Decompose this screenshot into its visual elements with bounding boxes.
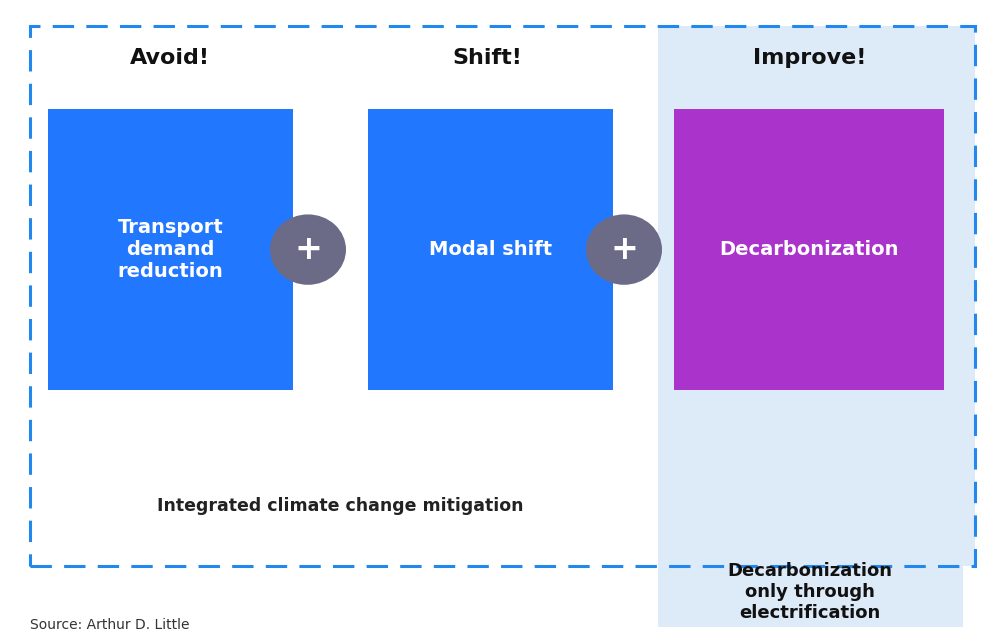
Bar xyxy=(30,26,975,566)
Text: +: + xyxy=(610,233,638,266)
Ellipse shape xyxy=(586,214,662,285)
Text: Decarbonization: Decarbonization xyxy=(719,240,899,259)
Text: +: + xyxy=(294,233,322,266)
Bar xyxy=(30,26,975,566)
Text: Transport
demand
reduction: Transport demand reduction xyxy=(118,218,223,281)
Text: Improve!: Improve! xyxy=(753,47,867,68)
Text: Source: Arthur D. Little: Source: Arthur D. Little xyxy=(30,618,190,632)
Bar xyxy=(368,109,613,390)
Bar xyxy=(674,109,944,390)
Bar xyxy=(658,26,975,566)
Bar xyxy=(658,26,963,627)
Text: Modal shift: Modal shift xyxy=(429,240,552,259)
Ellipse shape xyxy=(270,214,346,285)
Text: Decarbonization
only through
electrification: Decarbonization only through electrifica… xyxy=(728,562,893,622)
Text: Integrated climate change mitigation: Integrated climate change mitigation xyxy=(157,497,523,515)
Text: Avoid!: Avoid! xyxy=(130,47,210,68)
Bar xyxy=(48,109,293,390)
Text: Shift!: Shift! xyxy=(452,47,522,68)
